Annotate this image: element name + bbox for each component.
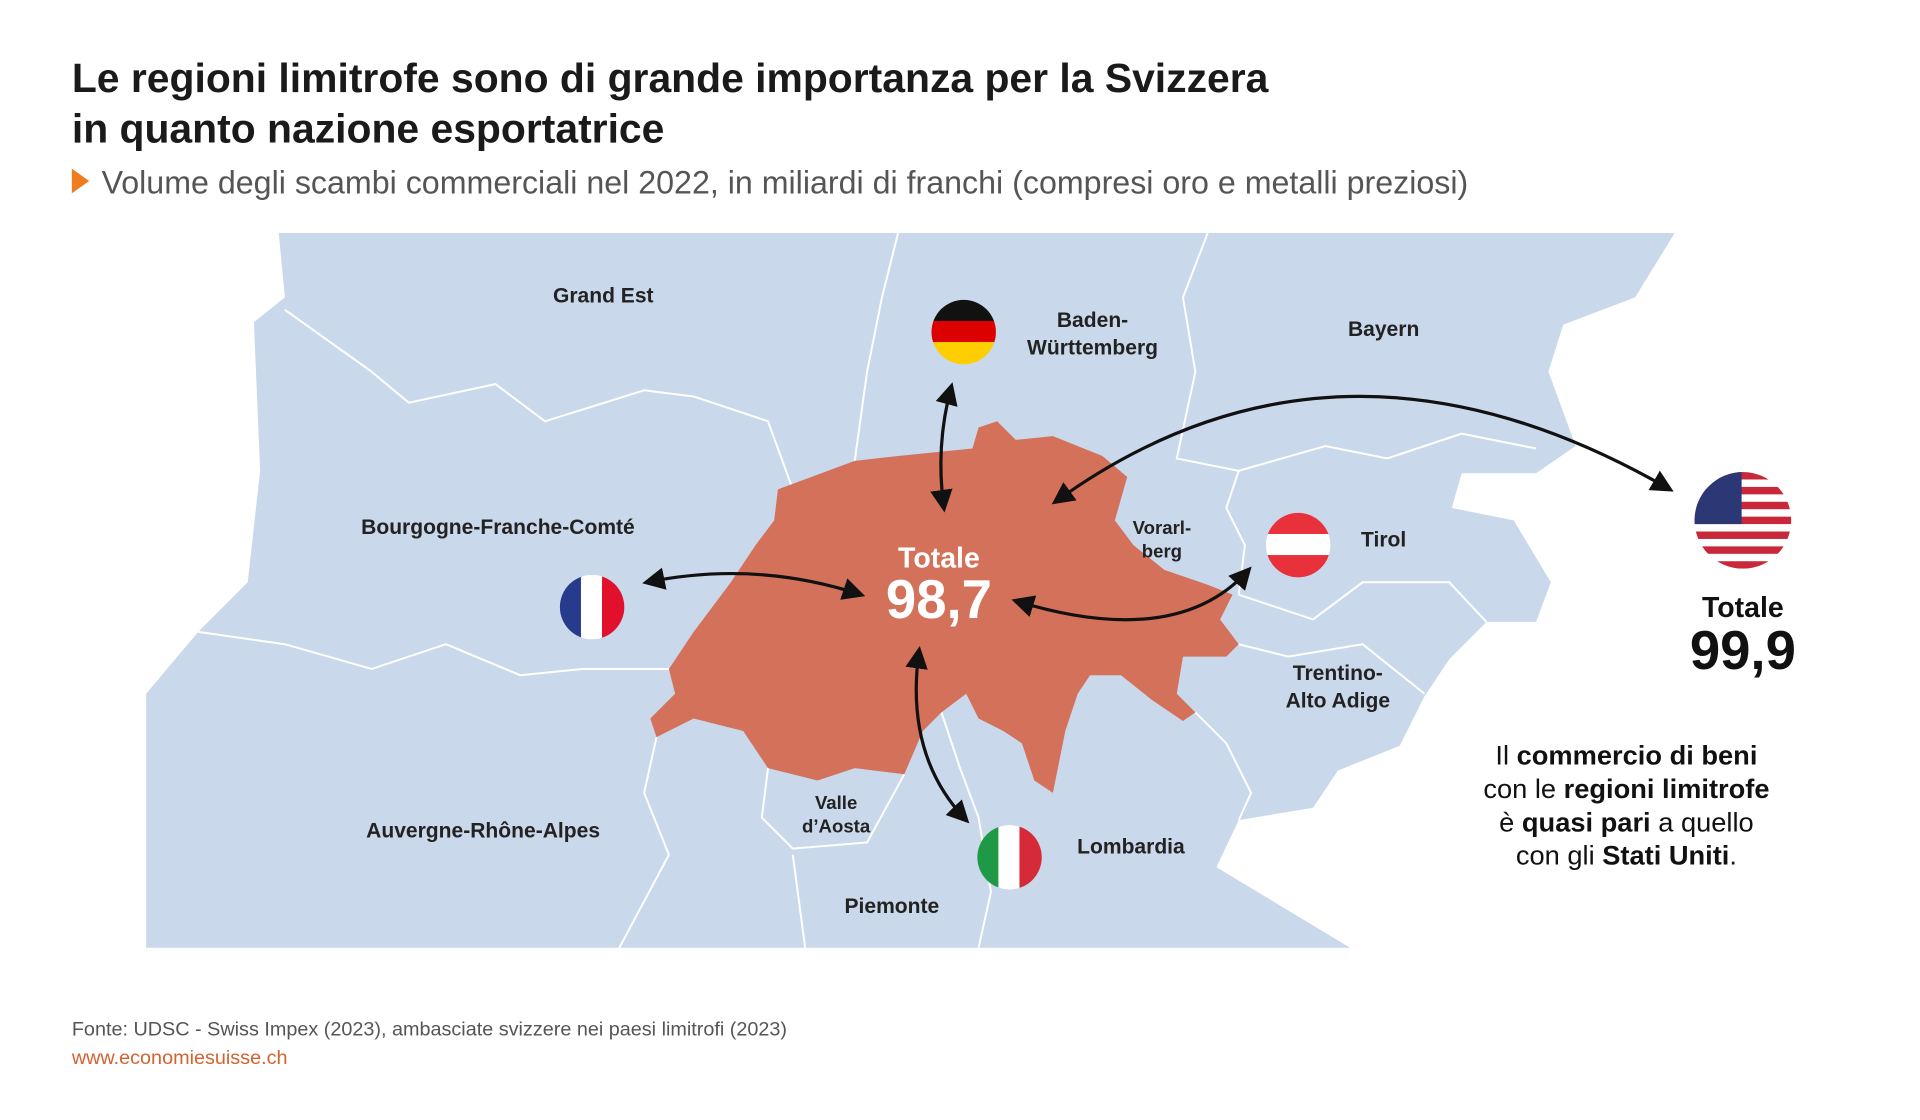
title-line: Le regioni limitrofe sono di grande impo…	[72, 55, 1269, 101]
source: Fonte: UDSC - Swiss Impex (2023), ambasc…	[72, 1019, 787, 1041]
region-label: Baden-	[1057, 309, 1128, 332]
region-label: Bourgogne-Franche-Comté	[361, 516, 635, 539]
flag-usa	[1694, 472, 1792, 569]
region-label: berg	[1142, 541, 1182, 562]
note-segment: con le	[1483, 773, 1563, 804]
total-value: 98,7	[886, 569, 992, 630]
region-label: Vorarl-	[1133, 517, 1192, 538]
note-segment: Stati Uniti	[1602, 840, 1729, 871]
region-label: Tirol	[1361, 528, 1406, 551]
region-label: Auvergne-Rhône-Alpes	[366, 819, 600, 842]
region-label: Lombardia	[1077, 836, 1185, 859]
note-segment: Il	[1495, 739, 1516, 770]
region-label: d’Aosta	[802, 816, 871, 837]
note-segment: è	[1499, 806, 1522, 837]
arrows	[642, 382, 1674, 824]
flags	[559, 299, 1792, 890]
flag-germany	[931, 299, 996, 365]
border	[198, 630, 669, 677]
note-segment: quasi pari	[1522, 806, 1651, 837]
url: www.economiesuisse.ch	[71, 1047, 288, 1069]
border	[791, 854, 807, 948]
flag-france	[559, 574, 625, 640]
region-label: Württemberg	[1027, 336, 1158, 359]
arrow-usa	[1051, 394, 1674, 505]
note-line: è quasi pari a quello	[1499, 806, 1754, 837]
total-label: Totale	[898, 542, 980, 574]
arrow-france	[642, 567, 866, 600]
note-segment: a quello	[1651, 806, 1754, 837]
subtitle-marker	[71, 168, 90, 194]
title-line: in quanto nazione esportatrice	[72, 106, 665, 152]
note-segment: commercio di beni	[1517, 739, 1758, 770]
border	[760, 767, 906, 850]
usa-total-label: Totale	[1702, 592, 1784, 624]
region-label: Bayern	[1348, 318, 1419, 341]
note-segment: .	[1729, 840, 1737, 871]
region-labels: Grand Est Baden- Württemberg Bayern Bourgogn…	[361, 284, 1419, 918]
region-label: Grand Est	[553, 284, 654, 307]
subtitle: Volume degli scambi commerciali nel 2022…	[102, 164, 1469, 200]
usa-total-value: 99,9	[1690, 620, 1796, 681]
border	[853, 232, 900, 462]
border	[284, 308, 794, 490]
border	[1238, 581, 1488, 623]
note-line: con le regioni limitrofe	[1483, 773, 1769, 804]
arrow-austria	[1011, 566, 1252, 622]
region-label: Alto Adige	[1286, 689, 1390, 712]
border	[618, 736, 670, 949]
region-label: Trentino-	[1293, 662, 1383, 685]
border	[1194, 711, 1253, 821]
flag-austria	[1265, 512, 1331, 578]
note-line: Il commercio di beni	[1495, 739, 1757, 770]
arrow-italy	[905, 645, 970, 824]
region-label: Valle	[815, 792, 857, 813]
note-segment: regioni limitrofe	[1564, 773, 1770, 804]
note-segment: con gli	[1516, 840, 1602, 871]
arrow-germany	[930, 382, 958, 513]
map	[146, 232, 1675, 949]
region-label: Piemonte	[845, 895, 940, 918]
border	[1238, 643, 1426, 695]
flag-italy	[977, 825, 1042, 890]
note-line: con gli Stati Uniti.	[1516, 840, 1737, 871]
switzerland	[650, 421, 1239, 793]
